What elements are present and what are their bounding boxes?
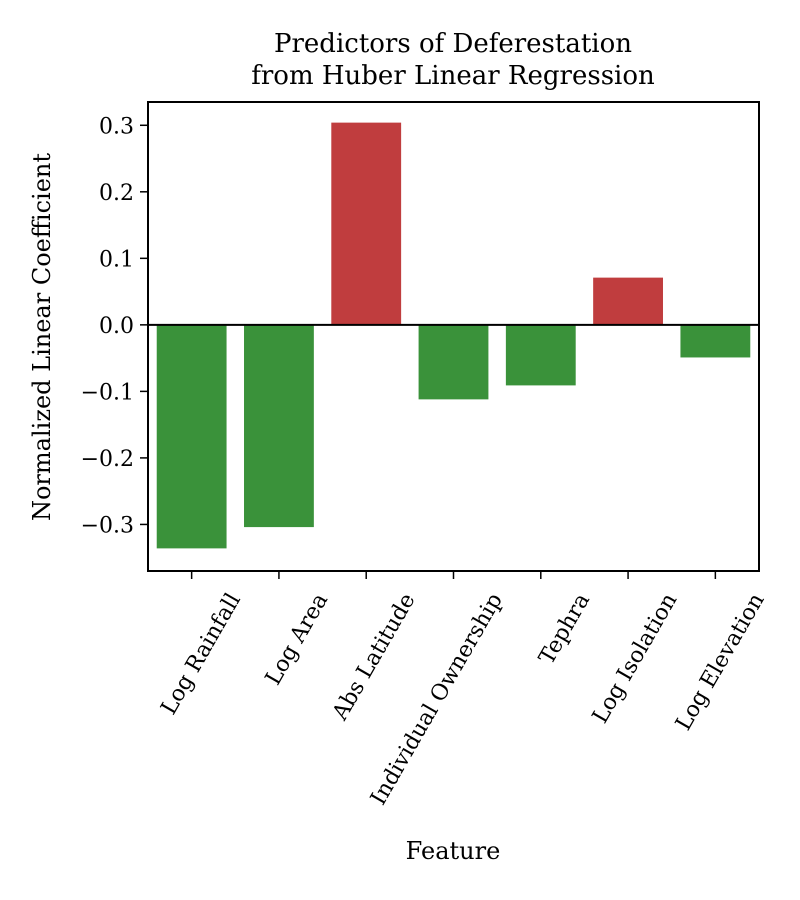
bar-log-isolation xyxy=(593,277,663,325)
x-tick-label-log-area: Log Area xyxy=(261,589,333,689)
y-tick-label: −0.1 xyxy=(81,380,134,405)
y-tick-label: 0.1 xyxy=(99,247,134,272)
x-axis-label: Feature xyxy=(406,837,501,865)
bars-group xyxy=(156,122,751,549)
bar-individual-ownership xyxy=(418,324,489,400)
bar-log-elevation xyxy=(680,324,751,358)
chart-title-line-1: Predictors of Deferestation xyxy=(274,29,632,59)
bar-log-rainfall xyxy=(156,324,227,549)
plot-frame xyxy=(147,101,760,572)
chart-title-line-2: from Huber Linear Regression xyxy=(251,61,655,91)
y-tick-label: −0.2 xyxy=(81,447,134,472)
x-tick-label-log-rainfall: Log Rainfall xyxy=(157,589,246,719)
bar-log-area xyxy=(244,324,314,528)
x-tick-label-log-isolation: Log Isolation xyxy=(588,589,682,728)
y-tick-label: 0.2 xyxy=(99,181,134,206)
y-axis-ticks: −0.3 −0.2 −0.1 0.0 0.1 0.2 0.3 xyxy=(81,114,148,538)
x-tick-label-log-elevation: Log Elevation xyxy=(671,589,770,735)
y-tick-label: 0.3 xyxy=(99,114,134,139)
bar-tephra xyxy=(505,324,576,386)
x-tick-label-abs-latitude: Abs Latitude xyxy=(327,589,420,725)
bar-abs-latitude xyxy=(331,122,402,325)
y-tick-label: −0.3 xyxy=(81,513,134,538)
y-tick-label: 0.0 xyxy=(99,314,134,339)
x-tick-label-tephra: Tephra xyxy=(535,589,596,669)
y-axis-label: Normalized Linear Coefficient xyxy=(28,153,56,521)
